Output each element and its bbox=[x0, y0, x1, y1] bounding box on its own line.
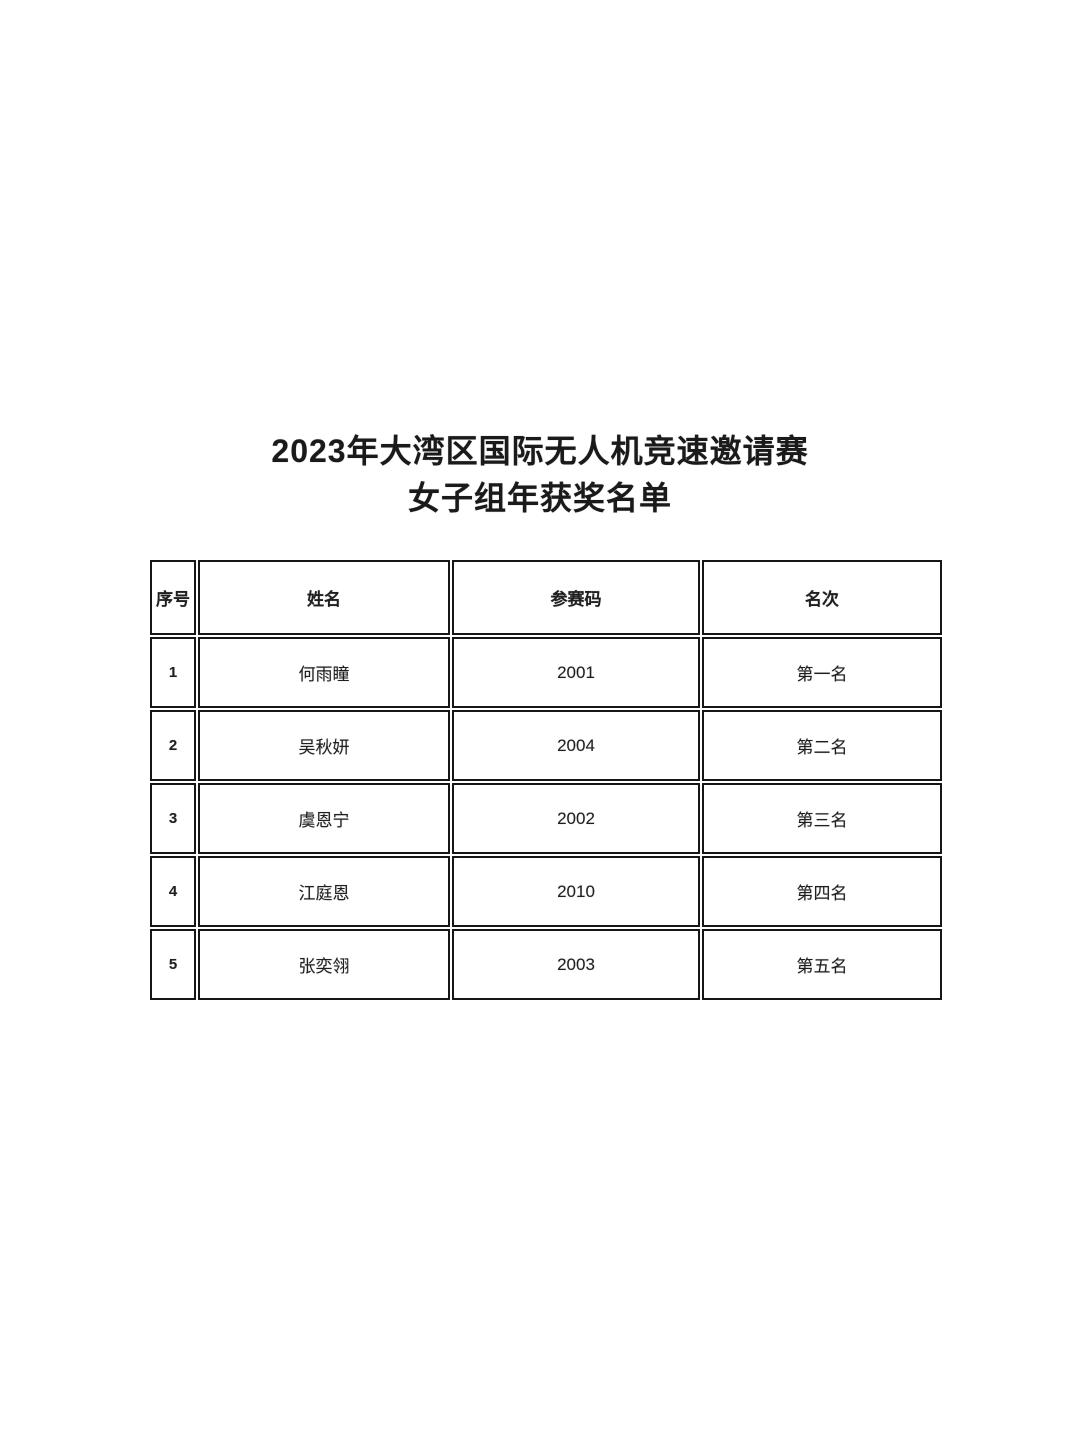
cell-no: 1 bbox=[150, 637, 196, 708]
table-header-row: 序号 姓名 参赛码 名次 bbox=[150, 560, 942, 635]
document-title: 2023年大湾区国际无人机竞速邀请赛 女子组年获奖名单 bbox=[0, 0, 1080, 522]
cell-rank: 第五名 bbox=[702, 929, 942, 1000]
cell-rank: 第二名 bbox=[702, 710, 942, 781]
cell-no: 4 bbox=[150, 856, 196, 927]
table-row: 1 何雨瞳 2001 第一名 bbox=[150, 637, 942, 708]
column-header-rank: 名次 bbox=[702, 560, 942, 635]
cell-code: 2001 bbox=[452, 637, 700, 708]
cell-code: 2002 bbox=[452, 783, 700, 854]
cell-code: 2010 bbox=[452, 856, 700, 927]
cell-name: 虞恩宁 bbox=[198, 783, 450, 854]
cell-name: 张奕翎 bbox=[198, 929, 450, 1000]
title-line-2: 女子组年获奖名单 bbox=[407, 480, 672, 516]
cell-code: 2004 bbox=[452, 710, 700, 781]
cell-name: 何雨瞳 bbox=[198, 637, 450, 708]
table-row: 5 张奕翎 2003 第五名 bbox=[150, 929, 942, 1000]
cell-name: 江庭恩 bbox=[198, 856, 450, 927]
column-header-code: 参赛码 bbox=[452, 560, 700, 635]
column-header-no: 序号 bbox=[150, 560, 196, 635]
title-line-1: 2023年大湾区国际无人机竞速邀请赛 bbox=[271, 433, 809, 469]
cell-rank: 第三名 bbox=[702, 783, 942, 854]
table-row: 4 江庭恩 2010 第四名 bbox=[150, 856, 942, 927]
cell-rank: 第一名 bbox=[702, 637, 942, 708]
cell-rank: 第四名 bbox=[702, 856, 942, 927]
awards-table: 序号 姓名 参赛码 名次 1 何雨瞳 2001 第一名 2 吴秋妍 2004 第… bbox=[148, 558, 944, 1002]
cell-no: 3 bbox=[150, 783, 196, 854]
cell-no: 2 bbox=[150, 710, 196, 781]
cell-code: 2003 bbox=[452, 929, 700, 1000]
cell-no: 5 bbox=[150, 929, 196, 1000]
table-row: 2 吴秋妍 2004 第二名 bbox=[150, 710, 942, 781]
cell-name: 吴秋妍 bbox=[198, 710, 450, 781]
table-row: 3 虞恩宁 2002 第三名 bbox=[150, 783, 942, 854]
column-header-name: 姓名 bbox=[198, 560, 450, 635]
